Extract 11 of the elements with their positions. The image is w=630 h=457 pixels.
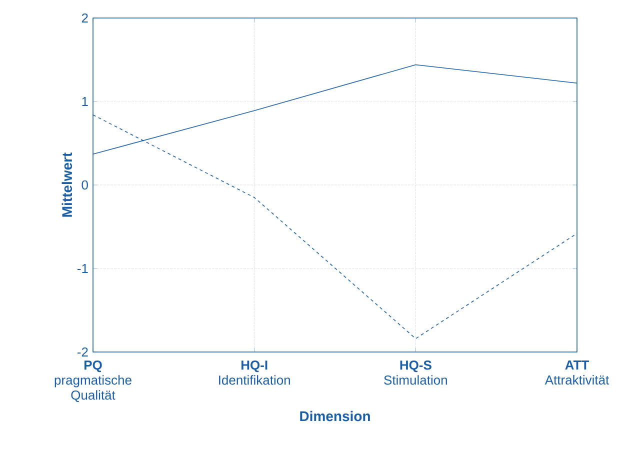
y-axis-title: Mittelwert [62,152,72,217]
y-tick-label: 0 [82,180,88,190]
y-tick-label: 1 [82,97,88,106]
x-tick-label: ATT Attraktivität [544,360,610,385]
y-tick-label: 2 [82,13,88,23]
x-tick-label: HQ-I Identifikation [219,360,290,385]
x-axis-title: Dimension [300,410,370,422]
x-tick-label: PQ pragmatische Qualität [54,360,132,402]
x-tick-label: HQ-S Stimulation [384,360,447,385]
y-tick-label: -1 [77,264,88,273]
y-tick-label: -2 [77,347,88,357]
